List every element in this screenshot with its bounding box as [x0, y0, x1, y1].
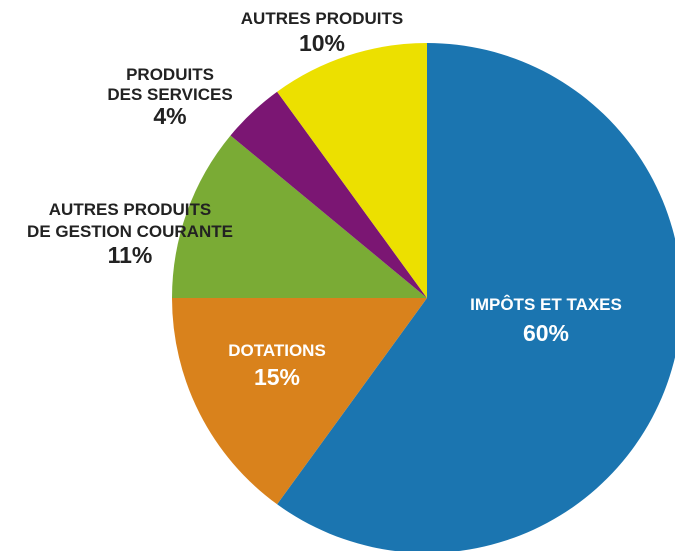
slice-label: AUTRES PRODUITS	[241, 9, 403, 28]
slice-label: AUTRES PRODUITS	[49, 200, 211, 219]
value-label: 15%	[254, 364, 300, 390]
pie-slice	[172, 298, 427, 505]
value-label: 60%	[523, 320, 569, 346]
pie-slice	[230, 91, 427, 298]
slice-label: IMPÔTS ET TAXES	[470, 295, 622, 314]
value-label: 11%	[108, 242, 153, 268]
pie-slice	[277, 43, 427, 298]
slice-label: DES SERVICES	[107, 85, 232, 104]
value-label: 10%	[299, 30, 345, 56]
pie-slice	[172, 135, 427, 298]
slice-label: DE GESTION COURANTE	[27, 222, 233, 241]
slice-label: DOTATIONS	[228, 341, 326, 360]
pie-slice	[277, 43, 675, 551]
slice-label: PRODUITS	[126, 65, 214, 84]
value-label: 4%	[153, 103, 186, 129]
